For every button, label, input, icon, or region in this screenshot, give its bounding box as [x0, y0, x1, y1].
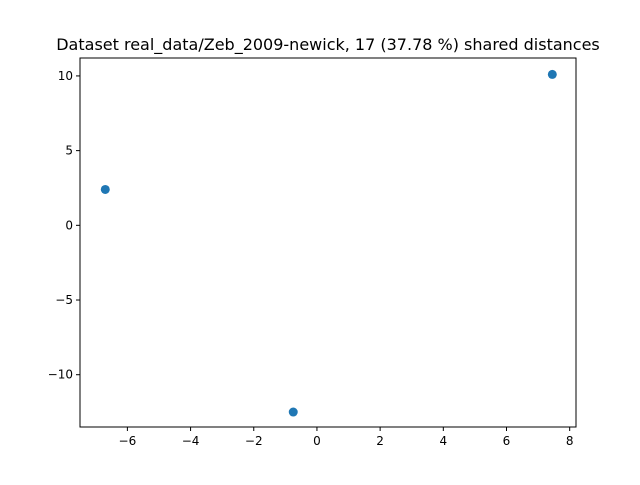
x-tick-label: 0: [313, 434, 321, 448]
x-tick-label: 6: [503, 434, 511, 448]
y-tick-label: −5: [55, 293, 73, 307]
y-tick-label: 5: [65, 144, 73, 158]
y-tick-label: 0: [65, 218, 73, 232]
x-tick-label: 4: [439, 434, 447, 448]
x-tick-label: −2: [245, 434, 263, 448]
data-point: [547, 69, 557, 79]
data-point: [288, 407, 298, 417]
x-tick-label: −6: [119, 434, 137, 448]
y-tick-label: 10: [58, 69, 73, 83]
plot-frame: [79, 57, 577, 428]
points-layer: [100, 69, 557, 417]
x-tick-label: 2: [376, 434, 384, 448]
x-tick-label: 8: [566, 434, 574, 448]
data-point: [100, 184, 110, 194]
chart-title: Dataset real_data/Zeb_2009-newick, 17 (3…: [56, 35, 600, 55]
y-tick-label: −10: [48, 368, 73, 382]
ticks-layer: −6 −4 −2 0 2 4 6 8 −10 −5 0 5 10: [48, 69, 574, 448]
x-tick-label: −4: [182, 434, 200, 448]
